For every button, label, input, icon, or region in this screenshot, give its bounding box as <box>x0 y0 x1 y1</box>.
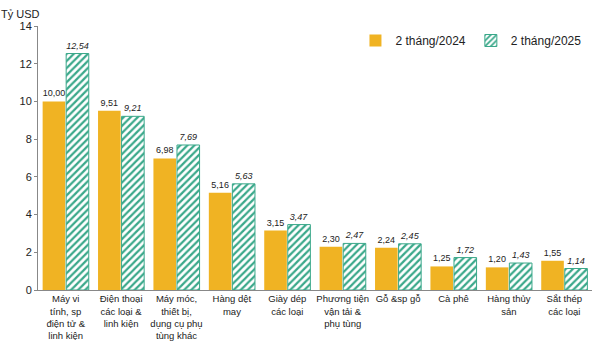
svg-text:Cà phê: Cà phê <box>438 293 469 304</box>
svg-text:Giày dépcác loại: Giày dépcác loại <box>268 293 306 316</box>
svg-text:2 tháng/2025: 2 tháng/2025 <box>511 34 581 48</box>
svg-text:6,98: 6,98 <box>156 145 174 155</box>
svg-text:1,55: 1,55 <box>544 248 562 258</box>
svg-text:Sắt thépcác loại: Sắt thépcác loại <box>547 293 582 316</box>
svg-text:6: 6 <box>26 171 32 183</box>
svg-text:Hàng thủysản: Hàng thủysản <box>487 293 531 316</box>
svg-text:Máy móc,thiết bị,dụng cụ phụtù: Máy móc,thiết bị,dụng cụ phụtùng khác <box>150 293 202 341</box>
svg-text:Máy vitính, spđiện tử &linh ki: Máy vitính, spđiện tử &linh kiện <box>46 293 85 341</box>
svg-text:12,54: 12,54 <box>66 41 89 51</box>
svg-text:1,25: 1,25 <box>433 253 451 263</box>
svg-text:10: 10 <box>20 95 32 107</box>
svg-text:14: 14 <box>20 20 32 32</box>
svg-text:Hàng dệtmay: Hàng dệtmay <box>213 293 252 316</box>
svg-text:5,63: 5,63 <box>235 171 253 181</box>
svg-text:1,20: 1,20 <box>488 254 506 264</box>
svg-text:0: 0 <box>26 284 32 296</box>
svg-text:7,69: 7,69 <box>180 132 198 142</box>
svg-text:1,72: 1,72 <box>457 245 475 255</box>
svg-text:Phương tiệnvận tải &phụ tùng: Phương tiệnvận tải &phụ tùng <box>316 293 369 329</box>
svg-text:9,21: 9,21 <box>124 103 142 113</box>
svg-text:Điện thoạicác loại &linh kiện: Điện thoạicác loại &linh kiện <box>100 293 143 329</box>
svg-text:1,14: 1,14 <box>567 256 585 266</box>
svg-text:2,45: 2,45 <box>400 231 420 241</box>
svg-text:10,00: 10,00 <box>43 88 66 98</box>
svg-text:2,47: 2,47 <box>345 230 365 240</box>
svg-text:5,16: 5,16 <box>211 180 229 190</box>
svg-text:8: 8 <box>26 133 32 145</box>
svg-text:12: 12 <box>20 58 32 70</box>
svg-text:9,51: 9,51 <box>101 98 119 108</box>
svg-text:2,30: 2,30 <box>322 234 340 244</box>
svg-text:Gỗ &sp gỗ: Gỗ &sp gỗ <box>376 293 421 304</box>
svg-text:Tỷ USD: Tỷ USD <box>1 8 40 20</box>
svg-text:2,24: 2,24 <box>378 235 396 245</box>
svg-text:1,43: 1,43 <box>512 250 530 260</box>
svg-text:2 tháng/2024: 2 tháng/2024 <box>395 34 465 48</box>
svg-text:4: 4 <box>26 208 32 220</box>
svg-text:2: 2 <box>26 246 32 258</box>
svg-text:3,47: 3,47 <box>290 212 309 222</box>
svg-text:3,15: 3,15 <box>267 218 285 228</box>
